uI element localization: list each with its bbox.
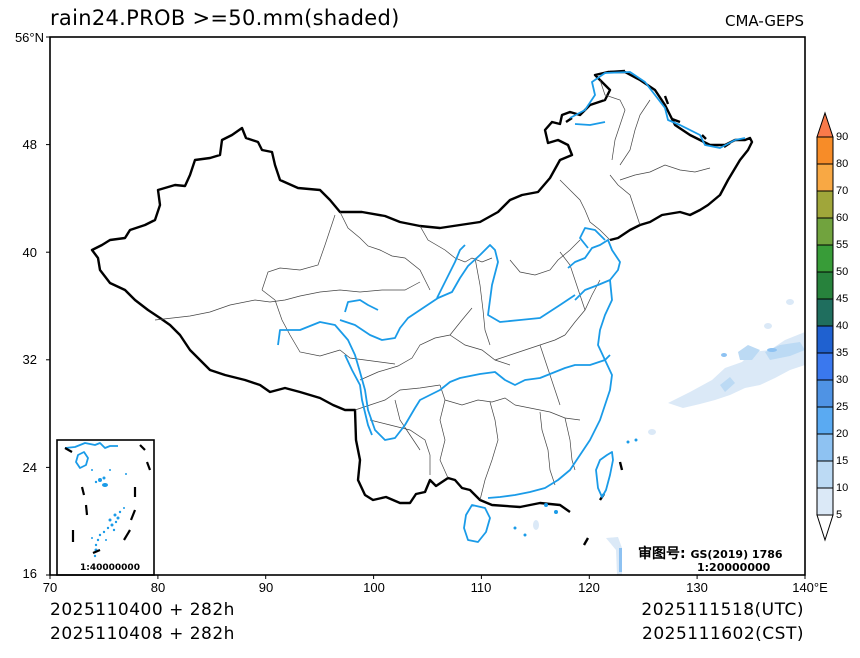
- x-tick-110: 110: [470, 580, 492, 595]
- colorbar-label-35: 35: [836, 347, 849, 359]
- model-source: CMA-GEPS: [725, 12, 804, 30]
- colorbar-label-50: 50: [836, 266, 849, 278]
- map-approval-number: 审图号: GS(2019) 1786: [638, 543, 783, 563]
- x-tick-70: 70: [42, 580, 58, 595]
- provincial-borders: [154, 79, 711, 501]
- main-map-scale: 1:20000000: [697, 561, 771, 574]
- approval-code: GS(2019) 1786: [690, 548, 783, 561]
- colorbar-label-30: 30: [836, 374, 849, 386]
- inset-dashes: [64, 444, 152, 555]
- x-tick-130: 130: [686, 580, 708, 595]
- colorbar-label-55: 55: [836, 239, 849, 251]
- valid-time-cst: 2025111602(CST): [642, 624, 804, 644]
- colorbar-label-90: 90: [836, 131, 849, 143]
- x-tick-90: 90: [258, 580, 274, 595]
- colorbar-label-10: 10: [836, 482, 849, 494]
- y-tick-32: 32: [22, 352, 37, 367]
- colorbar-label-25: 25: [836, 401, 849, 413]
- init-time-utc: 2025110400 + 282h: [50, 600, 235, 620]
- valid-time-utc: 2025111518(UTC): [641, 600, 804, 620]
- y-tick-24: 24: [22, 460, 37, 475]
- x-tick-100: 100: [363, 580, 385, 595]
- axis-ticks: [46, 36, 806, 579]
- y-tick-48: 48: [22, 137, 37, 152]
- approval-label: 审图号:: [638, 546, 686, 562]
- chart-title: rain24.PROB >=50.mm(shaded): [50, 6, 400, 30]
- colorbar-label-5: 5: [836, 509, 843, 521]
- colorbar-label-40: 40: [836, 320, 849, 332]
- x-tick-80: 80: [150, 580, 166, 595]
- colorbar-label-20: 20: [836, 428, 849, 440]
- colorbar-label-15: 15: [836, 455, 849, 467]
- init-time-cst: 2025110408 + 282h: [50, 624, 235, 644]
- probability-shading: [533, 299, 805, 575]
- x-tick-120: 120: [578, 580, 600, 595]
- map-frame: [49, 36, 806, 576]
- colorbar-label-80: 80: [836, 158, 849, 170]
- y-tick-56: 56°N: [14, 30, 44, 45]
- inset-islands: [91, 438, 638, 558]
- colorbar: [816, 111, 834, 542]
- colorbar-label-70: 70: [836, 185, 849, 197]
- colorbar-label-45: 45: [836, 293, 849, 305]
- inset-map-scale: 1:40000000: [80, 563, 140, 573]
- inset-frame: [56, 439, 155, 576]
- rivers-coastline: [64, 71, 746, 543]
- x-tick-140: 140°E: [792, 580, 828, 595]
- colorbar-label-60: 60: [836, 212, 849, 224]
- y-tick-40: 40: [22, 245, 37, 260]
- y-tick-16: 16: [22, 566, 37, 581]
